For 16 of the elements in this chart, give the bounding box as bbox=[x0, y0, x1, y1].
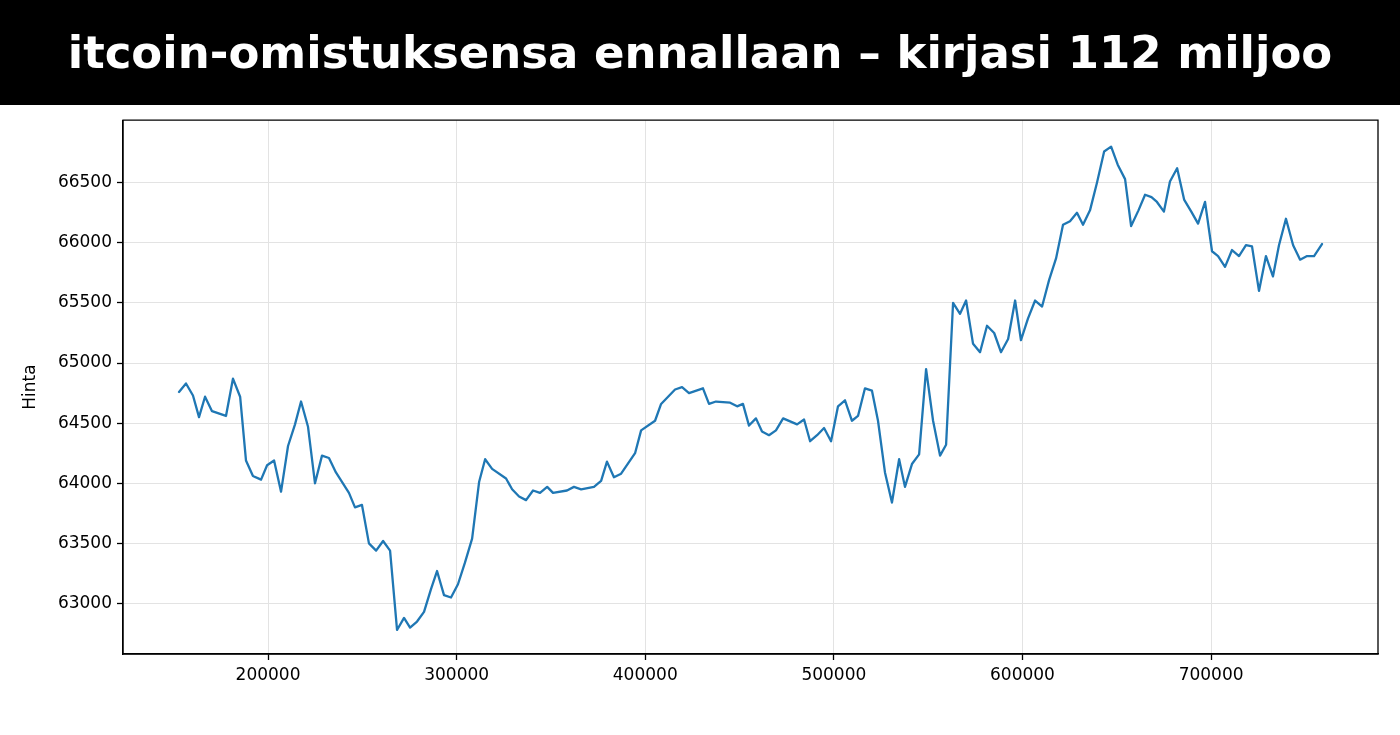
chart-title: itcoin-omistuksensa ennallaan – kirjasi 112 miljoo bbox=[67, 26, 1333, 79]
y-tick-label: 64500 bbox=[57, 411, 112, 432]
x-tick-label: 700000 bbox=[1178, 663, 1244, 684]
y-tick-label: 66500 bbox=[57, 171, 112, 192]
y-tick-label: 65000 bbox=[57, 351, 112, 372]
y-tick-label: 66000 bbox=[57, 231, 112, 252]
x-tick-label: 300000 bbox=[424, 663, 490, 684]
y-tick-label: 65500 bbox=[57, 291, 112, 312]
x-tick-label: 600000 bbox=[990, 663, 1055, 684]
x-tick-label: 500000 bbox=[801, 663, 867, 684]
y-tick-label: 64000 bbox=[57, 471, 112, 492]
y-axis-title: Hinta bbox=[18, 364, 39, 410]
x-tick-label: 400000 bbox=[612, 663, 678, 684]
x-tick-label: 200000 bbox=[235, 663, 301, 684]
y-tick-label: 63500 bbox=[57, 531, 112, 552]
y-tick-label: 63000 bbox=[57, 591, 112, 612]
